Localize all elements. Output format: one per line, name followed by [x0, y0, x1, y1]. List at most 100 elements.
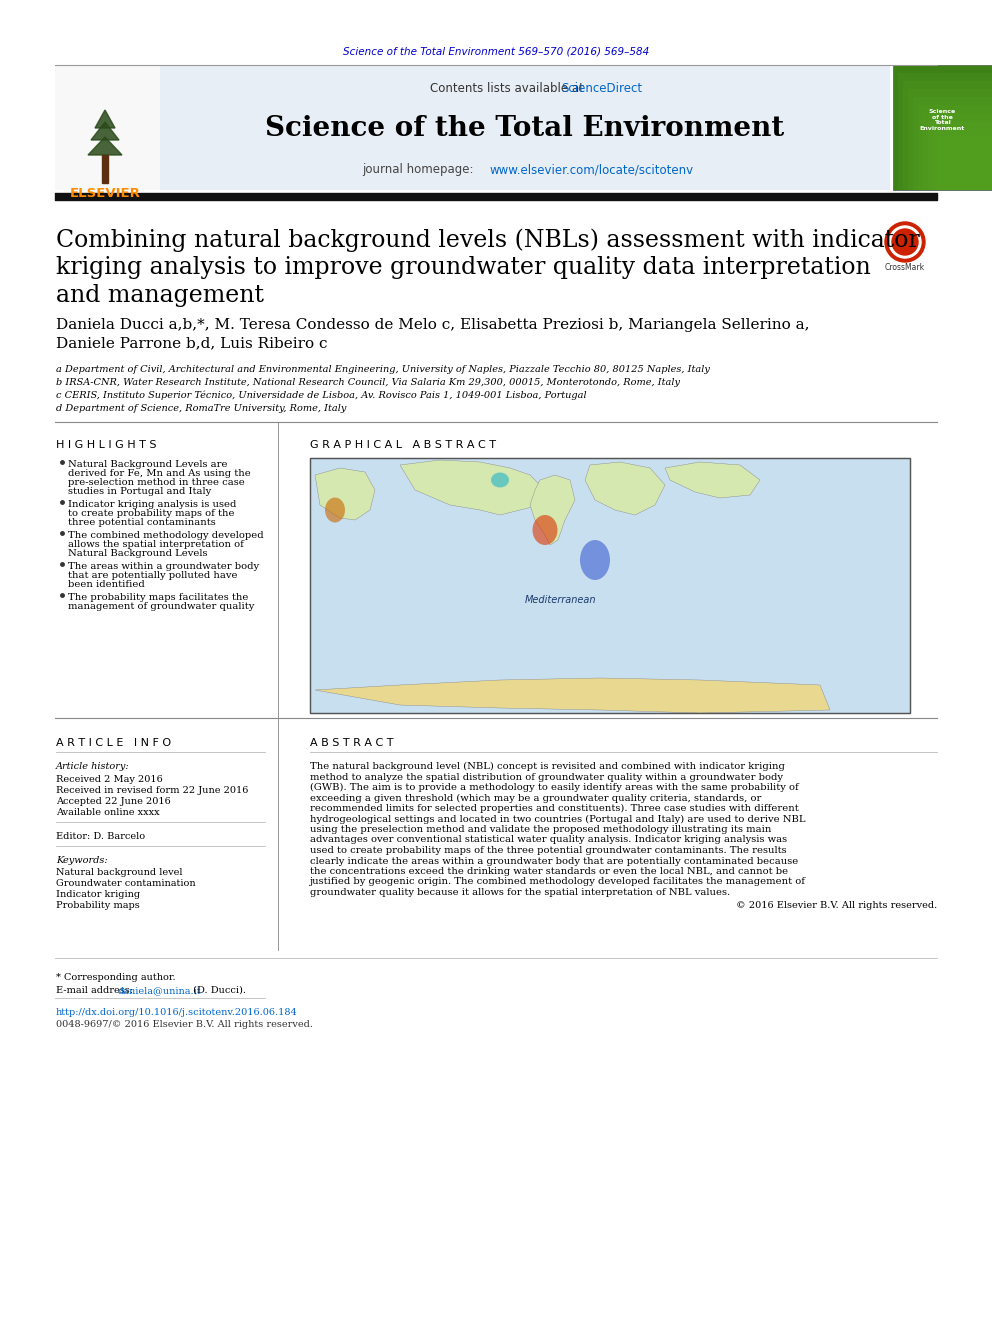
Polygon shape	[665, 462, 760, 497]
Bar	[898, 73, 992, 191]
Text: © 2016 Elsevier B.V. All rights reserved.: © 2016 Elsevier B.V. All rights reserved…	[736, 901, 937, 910]
Text: Daniela Ducci a,b,*, M. Teresa Condesso de Melo c, Elisabetta Preziosi b, Marian: Daniela Ducci a,b,*, M. Teresa Condesso …	[56, 318, 809, 332]
Text: Science of the Total Environment: Science of the Total Environment	[266, 115, 785, 142]
Text: Article history:: Article history:	[56, 762, 130, 771]
Text: Received 2 May 2016: Received 2 May 2016	[56, 775, 163, 785]
Text: A B S T R A C T: A B S T R A C T	[310, 738, 394, 747]
Text: Received in revised form 22 June 2016: Received in revised form 22 June 2016	[56, 786, 248, 795]
Text: Indicator kriging analysis is used: Indicator kriging analysis is used	[68, 500, 236, 509]
Text: * Corresponding author.: * Corresponding author.	[56, 972, 176, 982]
Text: The areas within a groundwater body: The areas within a groundwater body	[68, 562, 259, 572]
Polygon shape	[400, 460, 545, 515]
Text: (D. Ducci).: (D. Ducci).	[190, 986, 246, 995]
Text: b IRSA-CNR, Water Research Institute, National Research Council, Via Salaria Km : b IRSA-CNR, Water Research Institute, Na…	[56, 378, 680, 388]
Text: Probability maps: Probability maps	[56, 901, 140, 910]
Bar	[933, 130, 992, 191]
Text: Natural Background Levels: Natural Background Levels	[68, 549, 207, 558]
Text: hydrogeological settings and located in two countries (Portugal and Italy) are u: hydrogeological settings and located in …	[310, 815, 806, 824]
Bar	[923, 112, 992, 191]
Text: journal homepage:: journal homepage:	[362, 164, 477, 176]
Circle shape	[889, 226, 921, 258]
Bar	[310, 458, 910, 713]
Text: using the preselection method and validate the proposed methodology illustrating: using the preselection method and valida…	[310, 826, 772, 833]
Text: Science
of the
Total
Environment: Science of the Total Environment	[920, 108, 964, 131]
Text: Natural Background Levels are: Natural Background Levels are	[68, 460, 227, 468]
Polygon shape	[315, 468, 375, 520]
Bar	[908, 89, 992, 191]
Text: (GWB). The aim is to provide a methodology to easily identify areas with the sam: (GWB). The aim is to provide a methodolo…	[310, 783, 799, 792]
Polygon shape	[102, 155, 108, 183]
Text: exceeding a given threshold (which may be a groundwater quality criteria, standa: exceeding a given threshold (which may b…	[310, 794, 762, 803]
Bar	[893, 65, 992, 191]
Text: ScienceDirect: ScienceDirect	[561, 82, 643, 94]
Text: been identified: been identified	[68, 579, 145, 589]
Text: studies in Portugal and Italy: studies in Portugal and Italy	[68, 487, 211, 496]
Text: ELSEVIER: ELSEVIER	[69, 187, 141, 200]
Text: clearly indicate the areas within a groundwater body that are potentially contam: clearly indicate the areas within a grou…	[310, 856, 799, 865]
Text: E-mail address:: E-mail address:	[56, 986, 136, 995]
Text: justified by geogenic origin. The combined methodology developed facilitates the: justified by geogenic origin. The combin…	[310, 877, 806, 886]
Text: http://dx.doi.org/10.1016/j.scitotenv.2016.06.184: http://dx.doi.org/10.1016/j.scitotenv.20…	[56, 1008, 298, 1017]
Bar	[893, 65, 992, 191]
Text: a Department of Civil, Architectural and Environmental Engineering, University o: a Department of Civil, Architectural and…	[56, 365, 710, 374]
Bar	[903, 81, 992, 191]
Ellipse shape	[325, 497, 345, 523]
Text: Accepted 22 June 2016: Accepted 22 June 2016	[56, 796, 171, 806]
Text: Science of the Total Environment 569–570 (2016) 569–584: Science of the Total Environment 569–570…	[343, 48, 649, 57]
Text: daniela@unina.it: daniela@unina.it	[118, 986, 201, 995]
Text: Indicator kriging: Indicator kriging	[56, 890, 140, 900]
Text: The probability maps facilitates the: The probability maps facilitates the	[68, 593, 248, 602]
Text: used to create probability maps of the three potential groundwater contaminants.: used to create probability maps of the t…	[310, 845, 787, 855]
Bar	[918, 105, 992, 191]
Bar	[310, 458, 910, 713]
Text: Contents lists available at: Contents lists available at	[430, 82, 587, 94]
Text: Keywords:: Keywords:	[56, 856, 107, 865]
Text: to create probability maps of the: to create probability maps of the	[68, 509, 234, 519]
Circle shape	[885, 222, 925, 262]
Polygon shape	[315, 677, 830, 713]
Polygon shape	[585, 462, 665, 515]
Text: derived for Fe, Mn and As using the: derived for Fe, Mn and As using the	[68, 468, 251, 478]
Text: the concentrations exceed the drinking water standards or even the local NBL, an: the concentrations exceed the drinking w…	[310, 867, 788, 876]
Bar	[913, 97, 992, 191]
Polygon shape	[88, 138, 122, 155]
Text: The combined methodology developed: The combined methodology developed	[68, 531, 264, 540]
Polygon shape	[530, 475, 575, 545]
Bar	[55, 65, 160, 191]
Bar	[938, 138, 992, 191]
Ellipse shape	[580, 540, 610, 579]
Bar	[928, 120, 992, 191]
Text: A R T I C L E   I N F O: A R T I C L E I N F O	[56, 738, 172, 747]
Text: advantages over conventional statistical water quality analysis. Indicator krigi: advantages over conventional statistical…	[310, 836, 787, 844]
Text: Daniele Parrone b,d, Luis Ribeiro c: Daniele Parrone b,d, Luis Ribeiro c	[56, 336, 327, 351]
Text: H I G H L I G H T S: H I G H L I G H T S	[56, 441, 157, 450]
Polygon shape	[91, 122, 119, 140]
Text: allows the spatial interpretation of: allows the spatial interpretation of	[68, 540, 244, 549]
Text: Natural background level: Natural background level	[56, 868, 183, 877]
Text: Editor: D. Barcelo: Editor: D. Barcelo	[56, 832, 145, 841]
Text: and management: and management	[56, 284, 264, 307]
Text: recommended limits for selected properties and constituents). Three case studies: recommended limits for selected properti…	[310, 804, 799, 814]
Polygon shape	[95, 110, 115, 128]
Text: method to analyze the spatial distribution of groundwater quality within a groun: method to analyze the spatial distributi…	[310, 773, 783, 782]
Text: www.elsevier.com/locate/scitotenv: www.elsevier.com/locate/scitotenv	[490, 164, 694, 176]
Text: 0048-9697/© 2016 Elsevier B.V. All rights reserved.: 0048-9697/© 2016 Elsevier B.V. All right…	[56, 1020, 313, 1029]
Bar	[160, 65, 890, 191]
Text: Mediterranean: Mediterranean	[524, 595, 596, 605]
Text: groundwater quality because it allows for the spatial interpretation of NBL valu: groundwater quality because it allows fo…	[310, 888, 730, 897]
Text: that are potentially polluted have: that are potentially polluted have	[68, 572, 237, 579]
Text: The natural background level (NBL) concept is revisited and combined with indica: The natural background level (NBL) conce…	[310, 762, 785, 771]
Text: pre-selection method in three case: pre-selection method in three case	[68, 478, 245, 487]
Ellipse shape	[491, 472, 509, 487]
Text: c CERIS, Instituto Superior Técnico, Universidade de Lisboa, Av. Rovisco Pais 1,: c CERIS, Instituto Superior Técnico, Uni…	[56, 392, 586, 401]
Text: G R A P H I C A L   A B S T R A C T: G R A P H I C A L A B S T R A C T	[310, 441, 496, 450]
Text: management of groundwater quality: management of groundwater quality	[68, 602, 254, 611]
Text: CrossMark: CrossMark	[885, 263, 926, 273]
Text: Available online xxxx: Available online xxxx	[56, 808, 160, 818]
Circle shape	[892, 229, 918, 255]
Text: Groundwater contamination: Groundwater contamination	[56, 878, 195, 888]
Text: three potential contaminants: three potential contaminants	[68, 519, 215, 527]
Text: d Department of Science, RomaTre University, Rome, Italy: d Department of Science, RomaTre Univers…	[56, 404, 346, 413]
Ellipse shape	[533, 515, 558, 545]
Text: kriging analysis to improve groundwater quality data interpretation: kriging analysis to improve groundwater …	[56, 255, 871, 279]
